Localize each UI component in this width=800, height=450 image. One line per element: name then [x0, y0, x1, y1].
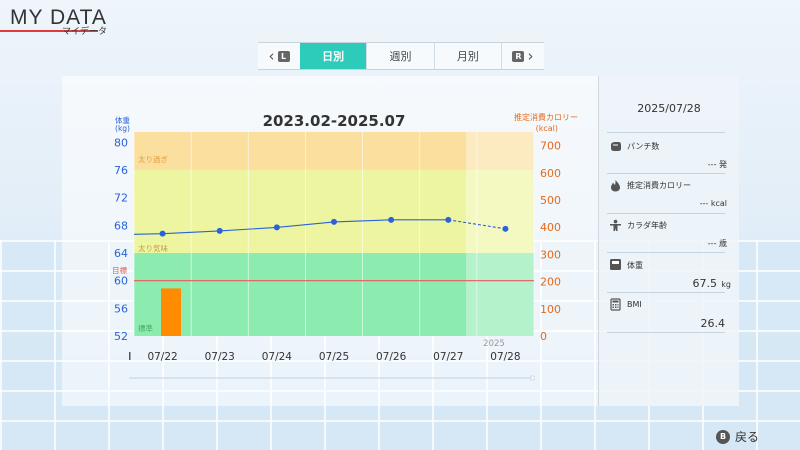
weight-point [502, 225, 509, 232]
tab-monthly[interactable]: 月別 [433, 43, 501, 69]
right-tick-label: 100 [540, 303, 561, 316]
zone-label-over: 太り過ぎ [138, 154, 168, 164]
timeline-start-marker [129, 352, 131, 360]
l-button-icon: L [277, 50, 290, 62]
weight-point [445, 216, 452, 223]
title-underline [0, 30, 98, 32]
chart-title: 2023.02-2025.07 [263, 112, 406, 130]
day-detail-panel: 2025/07/28 パンチ数 --- 発 推定消費カロリー --- kcal … [598, 76, 739, 406]
x-tick-label: 07/26 [376, 351, 407, 363]
weight-point [388, 216, 395, 223]
right-tick-label: 300 [540, 248, 561, 261]
scale-icon [610, 259, 621, 270]
chevron-right-icon: › [527, 47, 534, 65]
right-axis-unit: (kcal) [536, 124, 558, 133]
tab-weekly[interactable]: 週別 [366, 43, 433, 69]
chevron-left-icon: ‹ [268, 47, 275, 65]
x-tick-label: 07/25 [319, 351, 349, 363]
x-tick-label: 07/27 [433, 351, 463, 363]
body-age-value: --- 歳 [707, 239, 727, 248]
bmi-label: BMI [627, 300, 642, 309]
left-axis-unit: (kg) [115, 124, 130, 133]
r-button-icon: R [512, 50, 525, 62]
weight-point [273, 224, 280, 231]
x-tick-label: 07/23 [205, 351, 235, 363]
zone-over [134, 132, 534, 171]
period-tabs: ‹ L 日別 週別 月別 R › [258, 42, 544, 70]
b-button-icon: B [716, 429, 730, 444]
left-tick-label: 76 [114, 164, 128, 177]
body-age-icon [610, 219, 621, 231]
punch-count-value: --- 発 [707, 160, 727, 169]
calories-label: 推定消費カロリー [627, 181, 691, 190]
calories-value: --- kcal [699, 199, 727, 208]
page-subtitle: マイデータ [62, 26, 108, 36]
x-tick-label: 07/22 [147, 351, 177, 363]
left-tick-label: 80 [114, 136, 128, 149]
back-label: 戻る [735, 430, 760, 444]
right-tick-label: 500 [540, 194, 561, 207]
divider [607, 213, 725, 214]
left-tick-label: 56 [114, 302, 128, 315]
divider [607, 252, 725, 253]
right-axis-label: 推定消費カロリー [514, 112, 578, 122]
weight-label: 体重 [627, 261, 643, 270]
zone-label-slightly-over: 太り気味 [138, 243, 168, 253]
timeline-scroll-thumb[interactable] [530, 375, 535, 381]
x-tick-label: 07/24 [262, 351, 293, 363]
weight-point [159, 230, 166, 237]
left-tick-label: 72 [114, 192, 128, 205]
calorie-bar [161, 288, 181, 336]
divider [607, 292, 725, 293]
next-tab-button[interactable]: R › [500, 43, 544, 69]
right-tick-label: 400 [540, 221, 561, 234]
bmi-value: 26.4 [700, 317, 726, 330]
x-tick-label: 07/28 [490, 351, 520, 363]
right-tick-label: 600 [540, 167, 561, 180]
punch-count-label: パンチ数 [627, 142, 660, 151]
left-axis-label: 体重 [115, 115, 130, 125]
year-label: 2025 [483, 339, 505, 349]
selected-day-highlight [466, 132, 534, 336]
weight-value: 67.5 [692, 277, 718, 290]
page-title: MY DATA [10, 6, 107, 29]
tab-daily[interactable]: 日別 [300, 43, 367, 69]
weight-point [216, 227, 223, 234]
weight-point [331, 218, 337, 225]
left-tick-label: 52 [114, 330, 128, 343]
left-tick-label: 64 [114, 247, 128, 260]
calculator-icon [610, 298, 621, 311]
back-button[interactable]: B 戻る [716, 428, 759, 445]
right-tick-label: 200 [540, 276, 561, 289]
target-label: 目標 [112, 265, 127, 275]
body-age-label: カラダ年齢 [627, 221, 667, 230]
left-tick-label: 60 [114, 275, 128, 288]
prev-tab-button[interactable]: ‹ L [258, 43, 300, 69]
right-tick-label: 0 [540, 330, 547, 343]
punch-icon [611, 142, 621, 151]
divider [607, 132, 725, 133]
zone-standard [134, 253, 534, 336]
divider [607, 332, 725, 333]
selected-date: 2025/07/28 [637, 102, 701, 115]
zone-slightly-over [134, 170, 534, 254]
zone-label-standard: 標準 [138, 323, 153, 333]
flame-icon [611, 180, 620, 192]
divider [607, 173, 725, 174]
left-tick-label: 68 [114, 219, 128, 232]
weight-unit: kg [721, 280, 731, 289]
right-tick-label: 700 [540, 140, 561, 153]
